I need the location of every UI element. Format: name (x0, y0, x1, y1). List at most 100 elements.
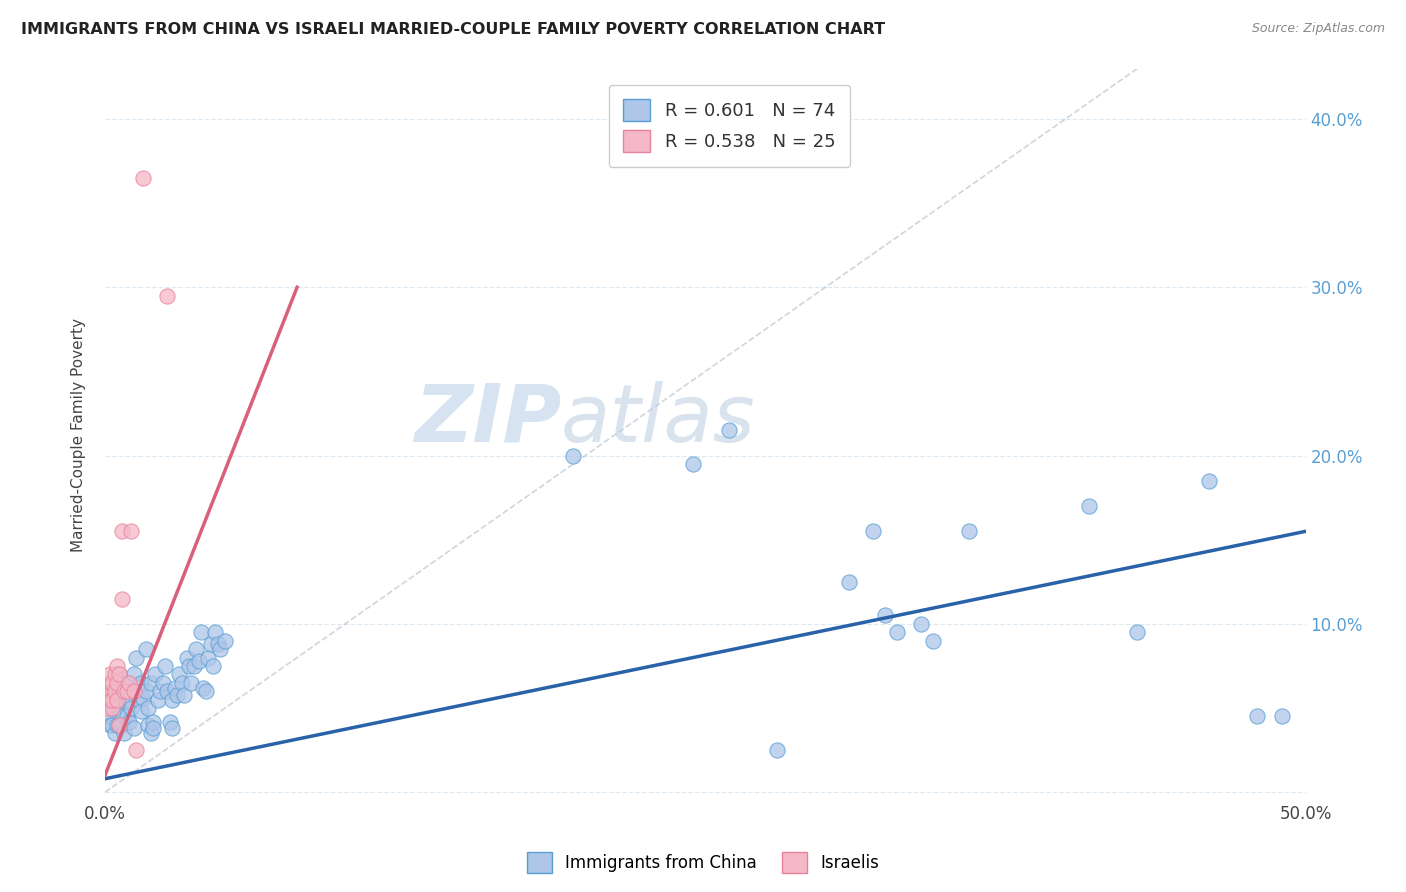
Point (101, 692, 124, 706)
Point (136, 701, 159, 715)
Point (166, 688, 188, 702)
Point (101, 718, 124, 732)
Point (105, 684, 128, 698)
Point (204, 625, 226, 640)
Point (190, 625, 212, 640)
Point (108, 701, 131, 715)
Point (112, 709, 135, 723)
Point (96, 701, 118, 715)
Point (875, 608, 897, 623)
Point (98, 667, 121, 681)
Point (193, 681, 215, 695)
Point (682, 457, 704, 471)
Point (101, 675, 124, 690)
Point (159, 714, 181, 729)
Point (98, 692, 121, 706)
Point (169, 667, 191, 681)
Point (105, 659, 128, 673)
Point (1246, 709, 1268, 723)
Point (194, 684, 217, 698)
Point (173, 688, 195, 702)
Point (111, 524, 134, 539)
Point (105, 692, 128, 706)
Point (187, 654, 209, 668)
Point (111, 692, 134, 706)
Point (177, 659, 200, 673)
Point (129, 675, 152, 690)
Point (180, 675, 202, 690)
Legend: Immigrants from China, Israelis: Immigrants from China, Israelis (520, 846, 886, 880)
Point (104, 701, 127, 715)
Text: Source: ZipAtlas.com: Source: ZipAtlas.com (1251, 22, 1385, 36)
Point (153, 659, 176, 673)
Point (1198, 474, 1220, 488)
Point (111, 718, 134, 732)
Point (200, 637, 222, 651)
Point (118, 675, 141, 690)
Point (207, 637, 229, 651)
Point (142, 714, 165, 729)
Point (125, 650, 148, 665)
Point (132, 170, 155, 185)
Point (922, 633, 945, 648)
Point (183, 659, 205, 673)
Point (104, 667, 127, 681)
Point (160, 692, 183, 706)
Point (129, 705, 152, 719)
Y-axis label: Married-Couple Family Poverty: Married-Couple Family Poverty (72, 318, 86, 551)
Point (156, 289, 179, 303)
Point (838, 574, 860, 589)
Point (112, 726, 135, 740)
Point (910, 616, 932, 631)
Legend: R = 0.601   N = 74, R = 0.538   N = 25: R = 0.601 N = 74, R = 0.538 N = 25 (609, 85, 849, 167)
Point (96, 709, 118, 723)
Point (108, 667, 131, 681)
Point (101, 684, 124, 698)
Point (146, 692, 169, 706)
Point (886, 625, 908, 640)
Point (96, 684, 118, 698)
Point (176, 650, 198, 665)
Point (562, 449, 585, 463)
Point (149, 684, 172, 698)
Point (105, 692, 128, 706)
Point (125, 743, 148, 757)
Point (160, 721, 183, 735)
Point (122, 684, 145, 698)
Point (122, 721, 145, 735)
Point (120, 701, 142, 715)
Point (128, 692, 150, 706)
Point (115, 709, 138, 723)
Text: atlas: atlas (561, 381, 756, 458)
Point (197, 650, 219, 665)
Point (104, 684, 127, 698)
Point (120, 524, 142, 539)
Point (104, 726, 127, 740)
Point (170, 675, 193, 690)
Point (136, 718, 159, 732)
Point (862, 524, 884, 539)
Point (101, 684, 124, 698)
Point (766, 743, 789, 757)
Point (139, 726, 162, 740)
Point (209, 642, 232, 657)
Point (115, 684, 138, 698)
Point (118, 714, 141, 729)
Point (105, 718, 128, 732)
Point (1270, 709, 1292, 723)
Point (98, 675, 121, 690)
Point (112, 684, 135, 698)
Text: ZIP: ZIP (413, 381, 561, 458)
Point (152, 675, 174, 690)
Point (118, 692, 141, 706)
Point (111, 591, 134, 606)
Point (108, 718, 131, 732)
Point (145, 667, 167, 681)
Point (1078, 499, 1101, 513)
Point (957, 524, 980, 539)
Point (101, 701, 124, 715)
Text: IMMIGRANTS FROM CHINA VS ISRAELI MARRIED-COUPLE FAMILY POVERTY CORRELATION CHART: IMMIGRANTS FROM CHINA VS ISRAELI MARRIED… (21, 22, 886, 37)
Point (135, 642, 157, 657)
Point (214, 633, 236, 648)
Point (142, 721, 165, 735)
